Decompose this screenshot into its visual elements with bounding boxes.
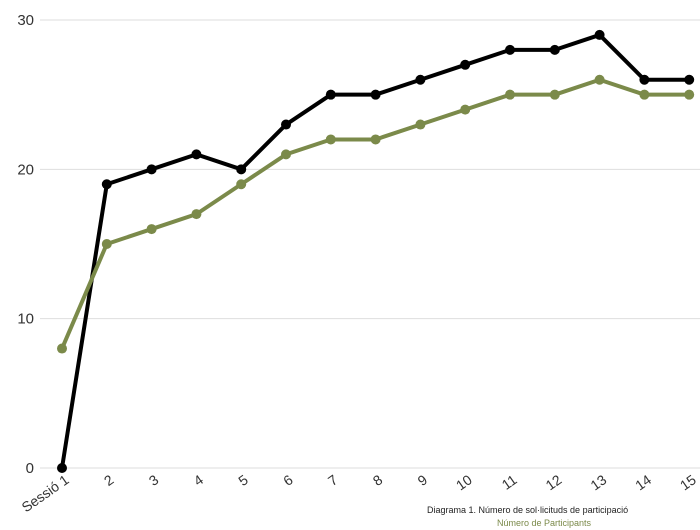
data-point [146,164,157,175]
data-point [325,89,336,100]
x-tick-label: 14 [632,471,654,493]
data-point [505,89,515,100]
data-point [370,89,381,100]
x-tick-label: 11 [499,471,520,493]
x-tick-label: 10 [453,471,475,493]
x-tick-label: 5 [235,471,251,489]
y-axis-tick-labels: 0 10 20 30 [17,12,34,477]
x-tick-label: 6 [280,471,296,489]
x-tick-label: 4 [191,471,207,489]
data-point [191,209,202,220]
data-point [594,29,605,40]
y-tick-label: 20 [17,161,34,178]
x-tick-label: 15 [677,471,699,493]
x-tick-label: 9 [415,471,431,489]
data-point [684,74,695,85]
data-point [57,463,67,473]
data-point [146,224,157,235]
x-tick-label: 13 [587,471,609,493]
x-tick-label: 8 [370,471,386,489]
data-point [281,149,291,160]
series-line [60,77,692,351]
chart-caption: Diagrama 1. Número de sol·licituds de pa… [427,505,629,515]
y-tick-label: 10 [17,311,34,328]
data-point [415,119,426,130]
data-point [460,59,471,70]
x-tick-label: 12 [543,471,565,493]
x-tick-label: Sessió 1 [19,471,72,515]
data-point [505,44,515,55]
data-point [191,149,202,160]
x-tick-label: 7 [325,471,341,489]
data-point [639,89,650,100]
data-point [639,74,650,85]
y-tick-label: 30 [17,12,34,29]
data-point [236,164,247,175]
series-line [60,32,692,470]
data-point [415,74,426,85]
data-point [370,134,381,145]
data-point [281,119,291,130]
data-point [594,74,605,85]
data-point [325,134,336,145]
legend-label-participants: Número de Participants [497,518,592,528]
series-lines [57,29,695,473]
series-1 [57,29,695,473]
data-point [549,44,560,55]
x-tick-label: 2 [101,471,117,489]
data-point [57,343,67,354]
x-tick-label: 3 [146,471,162,489]
data-point [101,239,112,249]
y-tick-label: 0 [26,460,34,477]
data-point [460,104,471,115]
series-2 [57,74,695,354]
data-point [101,179,112,190]
data-point [684,89,695,100]
data-point [549,89,560,100]
gridlines [40,19,700,469]
data-point [236,179,247,190]
